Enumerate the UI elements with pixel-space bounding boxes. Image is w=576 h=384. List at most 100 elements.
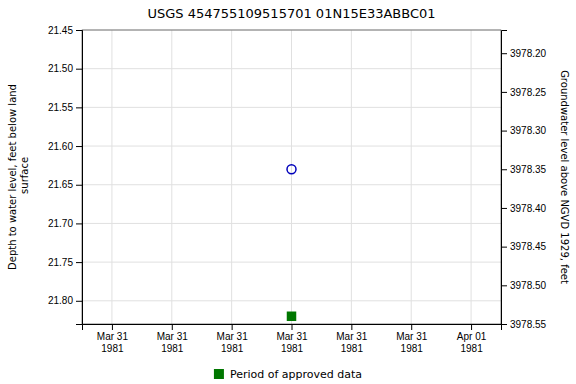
tick-label: 3978.25 <box>510 87 547 98</box>
text-line: 1981 <box>341 343 364 354</box>
tick-mark <box>501 247 507 248</box>
grid-line-y <box>82 146 501 147</box>
tick: 21.80 <box>48 295 82 306</box>
tick-mark <box>76 30 82 31</box>
tick: Mar 311981 <box>276 324 308 354</box>
text-line: Groundwater level above NGVD 1929, feet <box>559 70 570 284</box>
text-line: 1981 <box>460 343 483 354</box>
tick-mark <box>501 131 507 132</box>
tick: Mar 311981 <box>336 324 368 354</box>
tick: 3978.20 <box>501 48 547 59</box>
text-line: surface <box>19 157 30 197</box>
tick: 21.75 <box>48 257 82 268</box>
grid-line-x <box>291 30 292 324</box>
text-line: Mar 31 <box>157 331 189 342</box>
tick-label: 21.80 <box>48 295 73 306</box>
tick-mark <box>411 324 412 330</box>
tick: 21.65 <box>48 179 82 190</box>
tick: 3978.55 <box>501 319 547 330</box>
y-axis-label: Depth to water level, feet below land su… <box>7 84 30 270</box>
y-axis: 21.45 21.50 21.55 21.60 21.65 21.70 21.75 21.80 <box>48 25 83 325</box>
tick-label: 21.70 <box>48 218 73 229</box>
tick-mark <box>501 53 507 54</box>
tick-label: Mar 311981 <box>157 331 189 354</box>
tick-label: 21.65 <box>48 179 73 190</box>
text-line: Mar 31 <box>276 331 308 342</box>
axis-line <box>76 31 83 325</box>
tick: 21.60 <box>48 141 82 152</box>
grid-line-x <box>231 30 232 324</box>
tick-label: 3978.40 <box>510 203 547 214</box>
grid-line-y <box>82 68 501 69</box>
tick-label: Mar 311981 <box>336 331 368 354</box>
text-line: 1981 <box>161 343 184 354</box>
tick-mark <box>351 324 352 330</box>
tick: 3978.40 <box>501 203 547 214</box>
text-line: 1981 <box>221 343 244 354</box>
tick-mark <box>112 324 113 330</box>
text-line: 1981 <box>281 343 304 354</box>
tick-label: Mar 311981 <box>276 331 308 354</box>
tick-label: 21.75 <box>48 257 73 268</box>
y2-axis-label: Groundwater level above NGVD 1929, feet <box>559 70 570 284</box>
grid-line-x <box>351 30 352 324</box>
tick-mark <box>232 324 233 330</box>
grid-line-y <box>82 107 501 108</box>
tick-mark <box>501 92 507 93</box>
chart: Mar 311981Mar 311981Mar 311981Mar 311981… <box>0 0 576 384</box>
axis-line <box>83 325 502 331</box>
tick: 21.55 <box>48 102 82 113</box>
tick-label: 21.55 <box>48 102 73 113</box>
tick-label: 3978.20 <box>510 48 547 59</box>
text-line: 1981 <box>401 343 424 354</box>
grid-line-y <box>82 262 501 263</box>
grid-line-x <box>171 30 172 324</box>
tick: Mar 311981 <box>97 324 129 354</box>
tick-label: Mar 311981 <box>97 331 129 354</box>
grid-line-x <box>111 30 112 324</box>
tick: Mar 311981 <box>157 324 189 354</box>
tick: 3978.30 <box>501 125 547 136</box>
tick-label: 21.45 <box>48 25 73 36</box>
axis-line <box>502 31 508 325</box>
grid-line-y <box>82 184 501 185</box>
legend: Period of approved data <box>214 368 362 381</box>
grid-line-y <box>82 300 501 301</box>
legend-label: Period of approved data <box>230 368 362 381</box>
tick: 3978.50 <box>501 280 547 291</box>
x-axis: Mar 311981Mar 311981Mar 311981Mar 311981… <box>83 324 502 354</box>
point <box>287 165 296 174</box>
tick-label: 3978.50 <box>510 280 547 291</box>
tick-mark <box>501 208 507 209</box>
tick-label: 21.50 <box>48 63 73 74</box>
text-line: Mar 31 <box>97 331 129 342</box>
grid-line-x <box>411 30 412 324</box>
tick-mark <box>172 324 173 330</box>
tick: Mar 311981 <box>396 324 428 354</box>
text-line: Depth to water level, feet below land <box>7 84 18 270</box>
tick-mark <box>76 107 82 108</box>
tick-mark <box>76 301 82 302</box>
tick-mark <box>501 169 507 170</box>
tick-label: 3978.45 <box>510 241 547 252</box>
grid-line-x <box>471 30 472 324</box>
plot: Mar 311981Mar 311981Mar 311981Mar 311981… <box>48 25 547 354</box>
tick-label: Mar 311981 <box>396 331 428 354</box>
tick-mark <box>292 324 293 330</box>
point <box>288 312 296 320</box>
tick-mark <box>501 285 507 286</box>
plot-frame <box>82 30 501 324</box>
tick-mark <box>76 223 82 224</box>
tick: Mar 311981 <box>217 324 249 354</box>
legend-swatch <box>214 369 224 379</box>
tick: Apr 011981 <box>457 324 487 354</box>
tick-label: Apr 011981 <box>457 331 487 354</box>
y2-axis: 3978.553978.503978.453978.403978.353978.… <box>501 31 547 330</box>
tick-label: 3978.30 <box>510 125 547 136</box>
grid <box>82 30 501 324</box>
tick-label: 21.60 <box>48 141 73 152</box>
tick-mark <box>76 185 82 186</box>
grid-line-y <box>82 223 501 224</box>
text-line: Mar 31 <box>336 331 368 342</box>
tick: 21.45 <box>48 25 82 36</box>
